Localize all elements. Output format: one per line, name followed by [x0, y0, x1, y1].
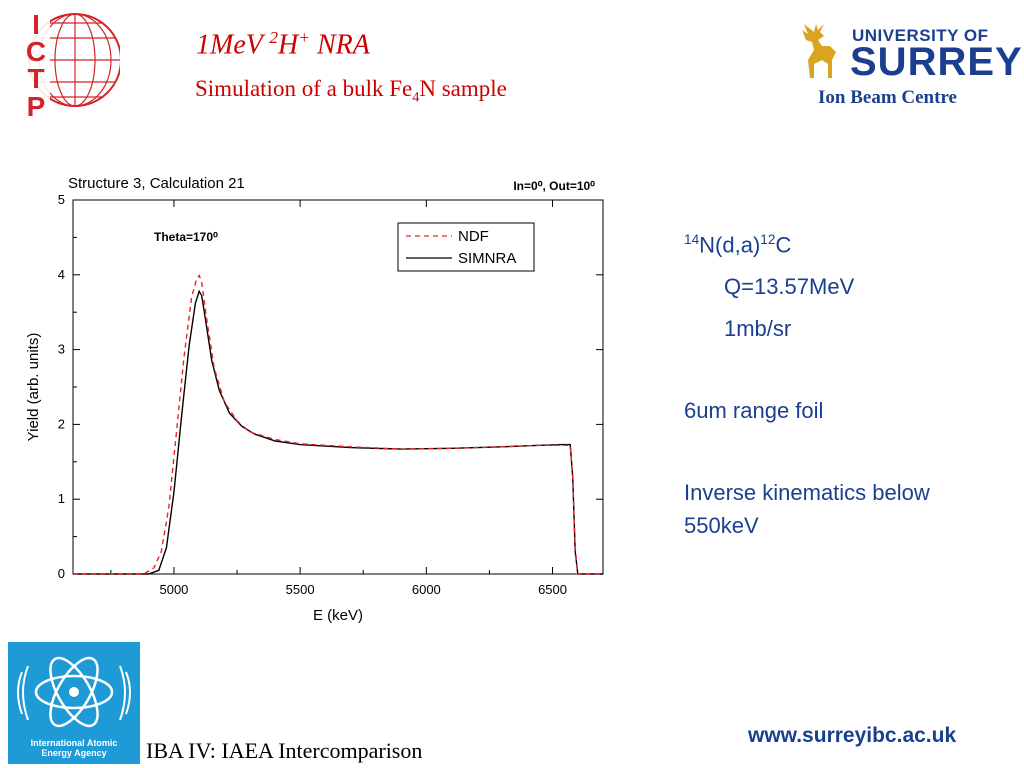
y-tick-label: 5	[58, 192, 65, 207]
slide-title: 1MeV 2H+ NRA	[196, 28, 370, 61]
surrey-university-label: UNIVERSITY OF	[852, 26, 989, 45]
inverse-kinematics-line-2: 550keV	[684, 513, 759, 538]
cross-section-line: 1mb/sr	[724, 316, 792, 341]
y-tick-label: 4	[58, 267, 65, 282]
ictp-logo: I C T P	[10, 8, 122, 122]
chart-title: Structure 3, Calculation 21	[68, 175, 245, 192]
legend-label-simnra: SIMNRA	[458, 250, 516, 267]
ion-beam-centre-label: Ion Beam Centre	[818, 87, 957, 108]
surrey-name-label: SURREY	[850, 40, 1023, 84]
footer-website-link[interactable]: www.surreyibc.ac.uk	[748, 724, 957, 747]
series-line-simnra	[73, 289, 603, 575]
footer-caption: IBA IV: IAEA Intercomparison	[146, 738, 423, 763]
slide-subtitle: Simulation of a bulk Fe4N sample	[195, 76, 507, 106]
chart-angles-annotation: In=0⁰, Out=10⁰	[513, 179, 595, 193]
x-tick-label: 6000	[412, 582, 441, 597]
legend-label-ndf: NDF	[458, 228, 489, 245]
y-tick-label: 3	[58, 342, 65, 357]
ictp-letter-p: P	[27, 91, 46, 120]
stag-icon	[794, 20, 846, 89]
ictp-letter-c: C	[26, 36, 46, 67]
iaea-label-line-2: Energy Agency	[41, 748, 107, 758]
series-line-ndf	[73, 274, 603, 575]
x-tick-label: 6500	[538, 582, 567, 597]
y-tick-label: 2	[58, 416, 65, 431]
x-tick-label: 5500	[286, 582, 315, 597]
reaction-line: 14N(d,a)12C	[684, 232, 792, 258]
spectrum-chart: Structure 3, Calculation 21 In=0⁰, Out=1…	[20, 168, 620, 643]
chart-legend: NDF SIMNRA	[397, 222, 535, 272]
q-value-line: Q=13.57MeV	[724, 274, 855, 299]
chart-theta-annotation: Theta=170⁰	[154, 230, 218, 244]
foil-line: 6um range foil	[684, 398, 824, 423]
x-axis-label: E (keV)	[313, 607, 363, 624]
y-tick-label: 0	[58, 566, 65, 581]
atom-icon	[17, 656, 131, 728]
ictp-letter-i: I	[32, 9, 40, 40]
x-tick-label: 5000	[159, 582, 188, 597]
ictp-letter-t: T	[27, 63, 44, 94]
inverse-kinematics-line-1: Inverse kinematics below	[684, 480, 930, 505]
iaea-label-line-1: International Atomic	[30, 738, 118, 748]
y-axis-label: Yield (arb. units)	[25, 333, 42, 442]
y-tick-label: 1	[58, 491, 65, 506]
iaea-logo: International Atomic Energy Agency	[8, 642, 140, 764]
